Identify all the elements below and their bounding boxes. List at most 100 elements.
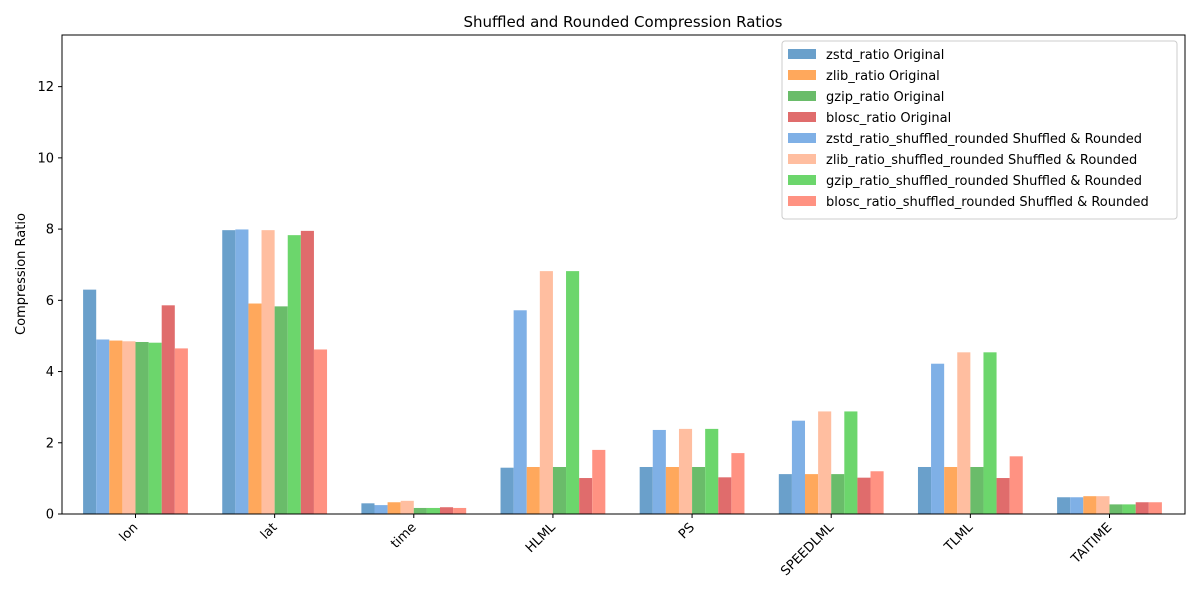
x-tick-label-ps: PS	[676, 520, 698, 542]
bar-ps-series-0	[639, 466, 653, 514]
legend-label: zstd_ratio_shuffled_rounded Shuffled & R…	[826, 132, 1142, 147]
y-tick-label: 8	[46, 223, 54, 238]
y-tick-label: 6	[46, 294, 54, 309]
y-tick-label: 12	[37, 80, 54, 95]
bar-lon-series-6	[161, 305, 175, 514]
bar-speedlml-series-2	[805, 474, 819, 514]
bar-taitime-series-2	[1083, 496, 1097, 514]
bar-time-series-6	[439, 507, 454, 514]
bar-time-series-7	[453, 507, 467, 514]
bar-tlml-series-1	[931, 363, 945, 514]
bar-lat-series-7	[313, 349, 328, 514]
legend-swatch	[788, 196, 816, 206]
bar-speedlml-series-3	[818, 411, 832, 514]
bar-lon-series-5	[148, 342, 162, 514]
x-tick-label-time: time	[388, 520, 419, 551]
bar-speedlml-series-7	[870, 471, 884, 514]
bar-hlml-series-7	[592, 449, 606, 514]
bar-ps-series-4	[692, 466, 706, 514]
legend-swatch	[788, 154, 816, 164]
bar-ps-series-5	[705, 428, 719, 514]
legend-box	[781, 40, 1178, 220]
bar-tlml-series-3	[957, 352, 971, 514]
y-tick-label: 2	[46, 436, 54, 451]
bar-lat-series-3	[261, 230, 275, 514]
bar-time-series-5	[426, 507, 440, 514]
legend: zstd_ratio Original zlib_ratio Original gz…	[781, 40, 1178, 220]
bar-hlml-series-0	[500, 467, 514, 514]
y-axis-label: Compression Ratio	[14, 213, 29, 335]
bar-ps-series-6	[718, 477, 732, 514]
bar-lat-series-6	[300, 230, 314, 514]
bar-hlml-series-4	[552, 466, 567, 514]
x-tick-label-lon: lon	[117, 520, 142, 545]
bar-time-series-4	[413, 507, 427, 514]
bars-layer	[83, 229, 1162, 514]
bar-tlml-series-6	[996, 478, 1010, 514]
y-tick-label: 10	[37, 151, 54, 166]
chart-title: Shuffled and Rounded Compression Ratios	[464, 13, 783, 31]
bar-lon-series-2	[109, 340, 123, 514]
bar-taitime-series-4	[1109, 504, 1123, 514]
bar-time-series-1	[374, 505, 388, 514]
bar-lat-series-2	[248, 303, 262, 514]
y-axis: 0 2 4 6 8 10 12	[37, 80, 62, 523]
x-tick-label-taitime: TAITIME	[1068, 520, 1115, 567]
x-axis: lon lat time HLML PS SPEEDLML TLML TAITIME	[117, 514, 1115, 579]
x-tick-label-tlml: TLML	[941, 520, 977, 556]
bar-time-series-2	[387, 502, 401, 514]
bar-lon-series-0	[83, 289, 97, 514]
x-tick-label-lat: lat	[258, 520, 280, 542]
bar-speedlml-series-6	[857, 477, 871, 514]
bar-lon-series-4	[135, 341, 149, 514]
bar-lat-series-4	[274, 306, 288, 514]
bar-ps-series-7	[731, 453, 745, 514]
legend-label: blosc_ratio_shuffled_rounded Shuffled & …	[826, 195, 1149, 210]
bar-ps-series-3	[678, 428, 693, 514]
bar-ps-series-2	[665, 466, 679, 514]
bar-time-series-0	[361, 503, 375, 514]
bar-time-series-3	[400, 500, 414, 514]
legend-swatch	[788, 133, 816, 143]
y-tick-label: 0	[46, 508, 54, 523]
bar-speedlml-series-0	[778, 474, 792, 514]
bar-taitime-series-7	[1148, 502, 1162, 514]
bar-hlml-series-2	[526, 466, 540, 514]
legend-label: blosc_ratio Original	[826, 111, 951, 126]
legend-label: zstd_ratio Original	[826, 48, 944, 63]
bar-taitime-series-6	[1135, 502, 1149, 514]
bar-taitime-series-0	[1057, 497, 1071, 514]
x-tick-label-speedlml: SPEEDLML	[778, 520, 837, 579]
bar-taitime-series-1	[1070, 497, 1084, 514]
bar-lon-series-7	[174, 348, 188, 514]
bar-hlml-series-6	[579, 478, 593, 514]
legend-label: gzip_ratio Original	[826, 90, 944, 105]
bar-tlml-series-7	[1009, 456, 1023, 514]
bar-hlml-series-5	[566, 271, 580, 514]
bar-hlml-series-3	[539, 271, 553, 514]
legend-swatch	[788, 91, 816, 101]
legend-swatch	[788, 112, 816, 122]
x-tick-label-hlml: HLML	[523, 520, 559, 556]
bar-speedlml-series-1	[791, 420, 806, 514]
bar-lon-series-3	[122, 341, 136, 514]
legend-swatch	[788, 70, 816, 80]
bar-tlml-series-4	[970, 466, 984, 514]
bar-taitime-series-5	[1122, 504, 1136, 514]
bar-lat-series-5	[287, 235, 301, 514]
bar-tlml-series-0	[917, 466, 932, 514]
bar-ps-series-1	[652, 429, 666, 514]
legend-swatch	[788, 49, 816, 59]
plot-frame	[61, 34, 1186, 515]
bar-lat-series-0	[222, 230, 236, 514]
bar-speedlml-series-4	[831, 474, 845, 514]
legend-label: zlib_ratio Original	[826, 69, 940, 84]
bar-tlml-series-5	[983, 352, 997, 514]
legend-label: zlib_ratio_shuffled_rounded Shuffled & R…	[826, 153, 1137, 168]
bar-taitime-series-3	[1096, 496, 1110, 514]
legend-swatch	[788, 175, 816, 185]
bar-hlml-series-1	[513, 310, 527, 514]
bar-lat-series-1	[235, 229, 249, 514]
bar-speedlml-series-5	[844, 411, 858, 514]
